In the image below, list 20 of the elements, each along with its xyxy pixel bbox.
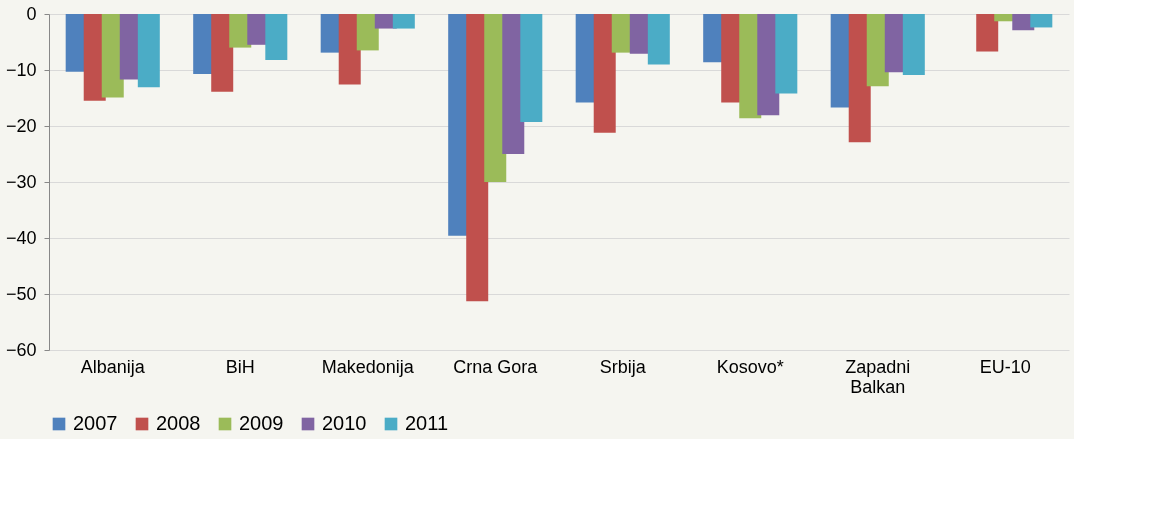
y-tick-label: 0 [26, 3, 37, 24]
legend-label: 2007 [73, 412, 118, 434]
legend-label: 2009 [239, 412, 284, 434]
x-tick-label: Kosovo* [716, 356, 784, 377]
y-tick-label: −60 [5, 339, 37, 360]
legend-label: 2010 [322, 412, 367, 434]
legend-label: 2011 [405, 412, 449, 434]
x-tick-label: Crna Gora [453, 356, 539, 377]
x-tick-label: Makedonija [321, 356, 415, 377]
x-tick-label: Albanija [80, 356, 146, 377]
x-tick-label: EU-10 [979, 356, 1031, 377]
y-tick-label: −10 [5, 59, 37, 80]
y-tick-label: −20 [5, 115, 37, 136]
legend-label: 2008 [156, 412, 201, 434]
y-tick-label: −30 [5, 171, 37, 192]
x-tick-label: Srbija [599, 356, 647, 377]
x-tick-label: BiH [225, 356, 255, 377]
y-tick-label: −50 [5, 283, 37, 304]
x-tick-label: Zapadni Balkan [845, 356, 911, 397]
y-tick-label: −40 [5, 227, 37, 248]
